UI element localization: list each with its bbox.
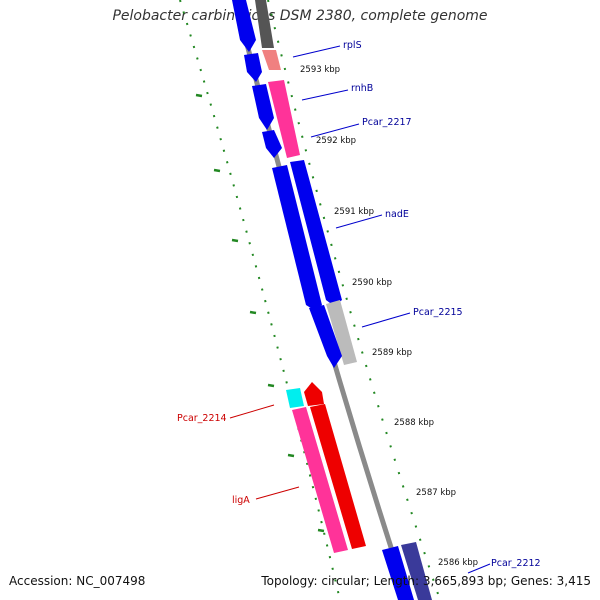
inner-major-ticks [195, 93, 325, 533]
gene-label-pcar-2214[interactable]: Pcar_2214 [177, 413, 227, 424]
tick-label: 2593 kbp [300, 65, 340, 75]
topology-label: Topology: circular; Length: 3,665,893 bp… [261, 574, 591, 588]
gene-feature[interactable] [255, 0, 274, 48]
gene-feature[interactable] [268, 80, 300, 158]
gene-feature[interactable] [244, 53, 262, 82]
gene-feature[interactable] [262, 50, 281, 70]
tick-label: 2589 kbp [372, 348, 412, 358]
gene-feature[interactable] [310, 404, 366, 549]
accession-label: Accession: NC_007498 [9, 574, 146, 588]
gene-feature[interactable] [326, 300, 357, 365]
gene-feature[interactable] [304, 382, 324, 406]
gene-label-pcar-2212[interactable]: Pcar_2212 [491, 558, 541, 569]
gene-feature[interactable] [252, 84, 274, 130]
gene-feature[interactable] [232, 0, 256, 52]
gene-feature[interactable] [262, 130, 282, 158]
forward-genes [232, 0, 432, 600]
tick-label: 2588 kbp [394, 418, 434, 428]
tick-label: 2591 kbp [334, 207, 374, 217]
gene-feature[interactable] [401, 542, 432, 600]
tick-labels: 2593 kbp 2592 kbp 2591 kbp 2590 kbp 2589… [300, 65, 478, 568]
gene-label-rnhb[interactable]: rnhB [351, 83, 373, 94]
gene-feature[interactable] [272, 165, 322, 310]
gene-label-rpls[interactable]: rplS [343, 40, 362, 51]
gene-feature[interactable] [309, 305, 342, 368]
tick-label: 2590 kbp [352, 278, 392, 288]
gene-feature[interactable] [292, 407, 348, 553]
gene-label-pcar-2217[interactable]: Pcar_2217 [362, 117, 412, 128]
tick-label: 2586 kbp [438, 558, 478, 568]
reverse-genes [286, 382, 366, 553]
tick-label: 2592 kbp [316, 136, 356, 146]
map-title: Pelobacter carbinolicus DSM 2380, comple… [112, 8, 488, 24]
gene-feature[interactable] [286, 388, 304, 408]
gene-label-nade[interactable]: nadE [385, 209, 409, 220]
left-gene-labels: Pcar_2214 ligA [177, 404, 300, 506]
gene-label-liga[interactable]: ligA [232, 495, 250, 506]
right-gene-labels: rplS rnhB Pcar_2217 nadE Pcar_2215 Pcar_… [292, 40, 541, 574]
gene-feature[interactable] [290, 160, 342, 306]
tick-label: 2587 kbp [416, 488, 456, 498]
gene-feature[interactable] [382, 546, 414, 600]
gene-label-pcar-2215[interactable]: Pcar_2215 [413, 307, 463, 318]
